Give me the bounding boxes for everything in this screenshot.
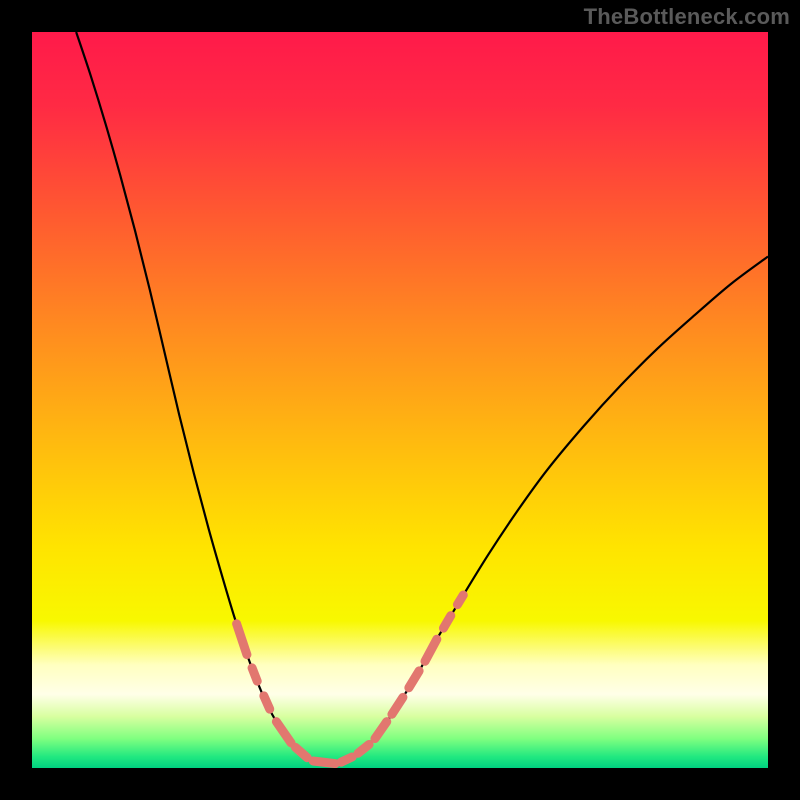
highlight-segment [341,757,352,762]
highlight-segment [443,616,450,629]
chart-plot-area [32,32,768,768]
highlight-segment [252,668,257,681]
bottleneck-curve-chart [32,32,768,768]
highlight-segment [264,696,270,709]
highlight-segment [313,761,335,764]
gradient-background [32,32,768,768]
highlight-segment [457,595,463,605]
watermark-text: TheBottleneck.com [584,4,790,30]
